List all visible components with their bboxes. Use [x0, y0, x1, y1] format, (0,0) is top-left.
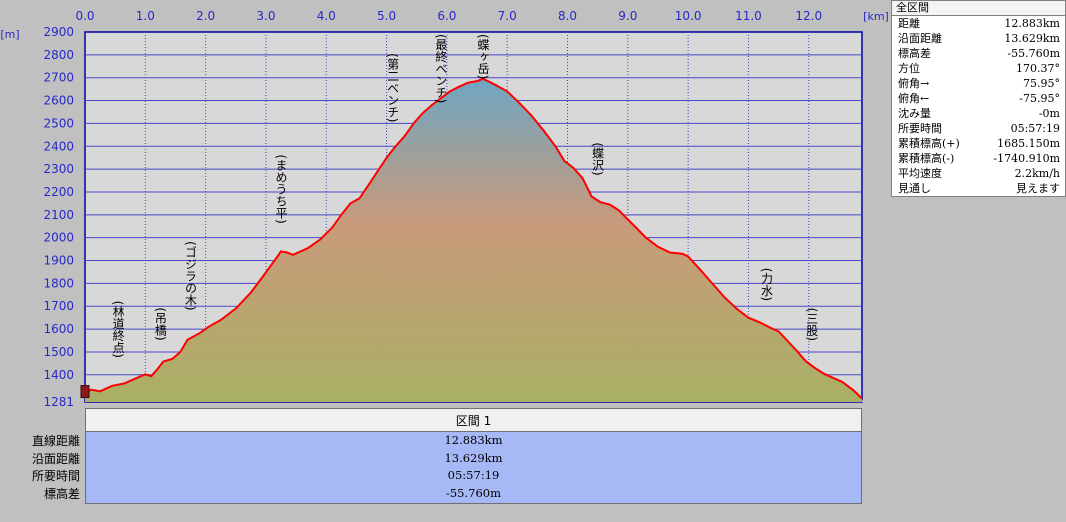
- y-tick-label: 2700: [43, 71, 74, 85]
- summary-label: 標高差: [43, 486, 80, 501]
- info-label: 沿面距離: [898, 32, 942, 45]
- segment-value: -55.760m: [445, 485, 502, 500]
- y-tick-label: 2600: [43, 94, 74, 108]
- x-tick-label: 9.0: [618, 9, 637, 23]
- info-row: 俯角→ 75.95°: [892, 76, 1065, 91]
- x-tick-label: 7.0: [498, 9, 517, 23]
- segment-header[interactable]: 区間 1: [85, 408, 862, 432]
- y-tick-label: 1281: [43, 395, 74, 409]
- y-tick-label: 2900: [43, 25, 74, 39]
- waypoint-label: (蝶沢): [591, 142, 605, 175]
- info-value: 見えます: [1016, 182, 1060, 195]
- waypoint-label: (まめうち平): [274, 154, 288, 223]
- summary-labels: 直線距離 沿面距離 所要時間 標高差: [6, 433, 80, 503]
- y-tick-label: 2200: [43, 185, 74, 199]
- waypoint-label: (第二ベンチ): [386, 53, 400, 122]
- y-tick-label: 2500: [43, 116, 74, 130]
- waypoint-label: (蝶ヶ岳): [476, 34, 490, 79]
- info-label: 所要時間: [898, 122, 942, 135]
- start-marker-icon: [80, 385, 90, 399]
- info-label: 俯角←: [898, 92, 930, 105]
- info-value: 170.37°: [1016, 62, 1060, 75]
- x-tick-label: 4.0: [317, 9, 336, 23]
- info-value: -75.95°: [1019, 92, 1060, 105]
- x-tick-label: 3.0: [256, 9, 275, 23]
- waypoint-label: (力水): [760, 268, 774, 301]
- info-label: 平均速度: [898, 167, 942, 180]
- segment-value: 05:57:19: [447, 468, 500, 482]
- x-unit-label: [km]: [863, 10, 889, 23]
- info-row: 平均速度 2.2km/h: [892, 166, 1065, 181]
- summary-table: 区間 1 12.883km 13.629km 05:57:19 -55.760m: [85, 408, 862, 504]
- info-label: 沈み量: [898, 107, 931, 120]
- summary-label: 直線距離: [31, 434, 80, 448]
- info-value: 12.883km: [1004, 17, 1060, 30]
- waypoint-label: (最終ベンチ): [434, 34, 448, 103]
- segment-value: 12.883km: [444, 433, 503, 447]
- info-label: 標高差: [898, 47, 931, 60]
- segment-value: 13.629km: [444, 450, 503, 465]
- summary-label: 沿面距離: [31, 451, 80, 466]
- info-row: 俯角← -75.95°: [892, 91, 1065, 106]
- info-value: -55.760m: [1007, 47, 1060, 60]
- waypoint-label: (吊橋): [153, 307, 167, 340]
- info-value: -0m: [1038, 107, 1060, 120]
- segment-values: 12.883km 13.629km 05:57:19 -55.760m: [85, 432, 862, 504]
- x-tick-label: 6.0: [437, 9, 456, 23]
- info-row: 見通し 見えます: [892, 181, 1065, 196]
- info-value: -1740.910m: [993, 152, 1060, 165]
- x-tick-label: 12.0: [795, 9, 822, 23]
- info-value: 75.95°: [1023, 77, 1060, 90]
- info-row: 所要時間 05:57:19: [892, 121, 1065, 136]
- y-unit-label: [m]: [0, 28, 19, 41]
- profile-area: [85, 78, 862, 403]
- y-tick-label: 2400: [43, 139, 74, 153]
- info-row: 沿面距離 13.629km: [892, 31, 1065, 46]
- x-tick-label: 1.0: [136, 9, 155, 23]
- waypoint-label: (三股): [805, 308, 819, 341]
- info-label: 累積標高(+): [898, 137, 960, 150]
- y-tick-label: 1500: [43, 345, 74, 359]
- info-label: 方位: [898, 62, 920, 75]
- info-value: 05:57:19: [1010, 122, 1060, 135]
- info-panel: 全区間 距離 12.883km 沿面距離 13.629km 標高差 -55.760m 方位 1…: [891, 0, 1066, 197]
- x-tick-label: 0.0: [75, 9, 94, 23]
- info-row: 累積標高(+) 1685.150m: [892, 136, 1065, 151]
- y-tick-label: 2800: [43, 48, 74, 62]
- elevation-profile-chart[interactable]: 0.0 1.0 2.0 3.0 4.0 5.0 6.0 7.0 8.0 9.0 10.0 11.0 12…: [0, 0, 1066, 410]
- summary-label: 所要時間: [31, 469, 80, 483]
- info-row: 距離 12.883km: [892, 16, 1065, 31]
- x-tick-label: 8.0: [558, 9, 577, 23]
- y-tick-label: 2300: [43, 162, 74, 176]
- info-value: 2.2km/h: [1014, 167, 1060, 180]
- info-row: 方位 170.37°: [892, 61, 1065, 76]
- info-label: 見通し: [898, 182, 931, 195]
- waypoint-label: (ゴジラの木): [184, 241, 198, 310]
- y-tick-label: 2100: [43, 208, 74, 222]
- x-tick-label: 11.0: [735, 9, 762, 23]
- profile-line: [84, 77, 863, 400]
- info-row: 累積標高(-) -1740.910m: [892, 151, 1065, 166]
- y-tick-label: 1800: [43, 276, 74, 290]
- waypoint-label: (林道終点): [111, 301, 125, 358]
- y-tick-label: 1700: [43, 299, 74, 313]
- y-tick-label: 2000: [43, 231, 74, 245]
- x-tick-label: 10.0: [675, 9, 702, 23]
- info-row: 標高差 -55.760m: [892, 46, 1065, 61]
- info-panel-title: 全区間: [892, 1, 1065, 16]
- info-label: 俯角→: [898, 77, 930, 90]
- info-row: 沈み量 -0m: [892, 106, 1065, 121]
- y-tick-label: 1600: [43, 322, 74, 336]
- info-label: 累積標高(-): [898, 152, 955, 165]
- info-value: 1685.150m: [997, 137, 1060, 150]
- x-tick-label: 2.0: [196, 9, 215, 23]
- x-tick-label: 5.0: [377, 9, 396, 23]
- info-value: 13.629km: [1004, 32, 1060, 45]
- y-tick-label: 1900: [43, 254, 74, 268]
- y-tick-label: 1400: [43, 368, 74, 382]
- info-label: 距離: [898, 17, 920, 30]
